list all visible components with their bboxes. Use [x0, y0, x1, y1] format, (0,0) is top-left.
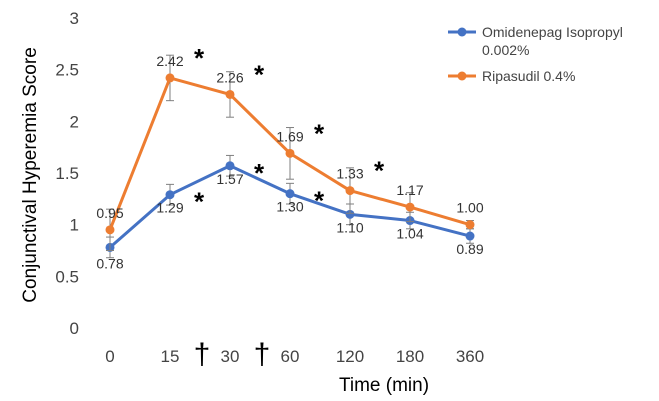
data-point [165, 73, 175, 83]
data-label: 1.00 [456, 200, 483, 216]
y-tick-label: 2.5 [55, 61, 79, 80]
significance-asterisk: * [254, 158, 265, 188]
significance-asterisk: * [254, 59, 265, 89]
x-axis-ticks: 0 15 30 60 120 180 360 [105, 347, 484, 366]
data-point [405, 202, 415, 212]
y-tick-label: 3 [70, 9, 79, 28]
significance-asterisk: * [194, 43, 205, 73]
dagger-mark: † [254, 338, 271, 371]
legend-label: 0.002% [482, 42, 529, 58]
legend-marker-2 [457, 71, 467, 81]
x-tick-label: 360 [456, 347, 484, 366]
data-point [165, 190, 175, 200]
data-label: 1.30 [276, 199, 303, 215]
x-tick-label: 120 [336, 347, 364, 366]
data-label: 1.57 [216, 171, 243, 187]
data-label: 0.89 [456, 241, 483, 257]
y-tick-label: 1.5 [55, 164, 79, 183]
data-point [225, 89, 235, 99]
data-point [285, 148, 295, 158]
significance-asterisk: * [194, 187, 205, 217]
x-axis-label: Time (min) [339, 375, 429, 396]
x-tick-label: 60 [281, 347, 300, 366]
data-label: 0.95 [96, 205, 123, 221]
y-tick-label: 0.5 [55, 267, 79, 286]
data-label: 1.33 [336, 166, 363, 182]
x-tick-label: 15 [161, 347, 180, 366]
y-tick-label: 2 [70, 112, 79, 131]
x-tick-label: 180 [396, 347, 424, 366]
data-label: 1.04 [396, 226, 423, 242]
data-point [285, 189, 295, 199]
data-label: 1.29 [156, 200, 183, 216]
data-label: 1.69 [276, 128, 303, 144]
data-label: 2.26 [216, 69, 243, 85]
data-point [465, 231, 475, 241]
data-point [225, 161, 235, 171]
data-point [345, 209, 355, 219]
data-point [465, 220, 475, 230]
y-tick-label: 1 [70, 216, 79, 235]
data-label: 2.42 [156, 53, 183, 69]
data-label: 1.17 [396, 182, 423, 198]
data-labels-layer: 0.95 2.42 2.26 1.69 1.33 1.17 1.00 0.78 1.29 1.57… [96, 53, 483, 271]
data-point [105, 225, 115, 235]
x-tick-label: 0 [105, 347, 114, 366]
legend: Omidenepag Isopropyl 0.002% Ripasudil 0.4% [448, 24, 623, 84]
annotations-layer: * * * * * * * † † [194, 43, 385, 371]
x-tick-label: 30 [221, 347, 240, 366]
legend-marker-1 [457, 27, 467, 37]
data-label: 1.10 [336, 219, 363, 235]
y-axis-label: Conjunctival Hyperemia Score [20, 47, 41, 303]
legend-label: Omidenepag Isopropyl [482, 24, 623, 40]
dagger-mark: † [194, 338, 211, 371]
y-axis-ticks: 0 0.5 1 1.5 2 2.5 3 [55, 9, 79, 338]
legend-label: Ripasudil 0.4% [482, 68, 575, 84]
significance-asterisk: * [314, 186, 325, 216]
y-tick-label: 0 [70, 319, 79, 338]
series-layer [105, 54, 475, 259]
significance-asterisk: * [374, 156, 385, 186]
data-label: 0.78 [96, 255, 123, 271]
significance-asterisk: * [314, 118, 325, 148]
data-point [345, 186, 355, 196]
